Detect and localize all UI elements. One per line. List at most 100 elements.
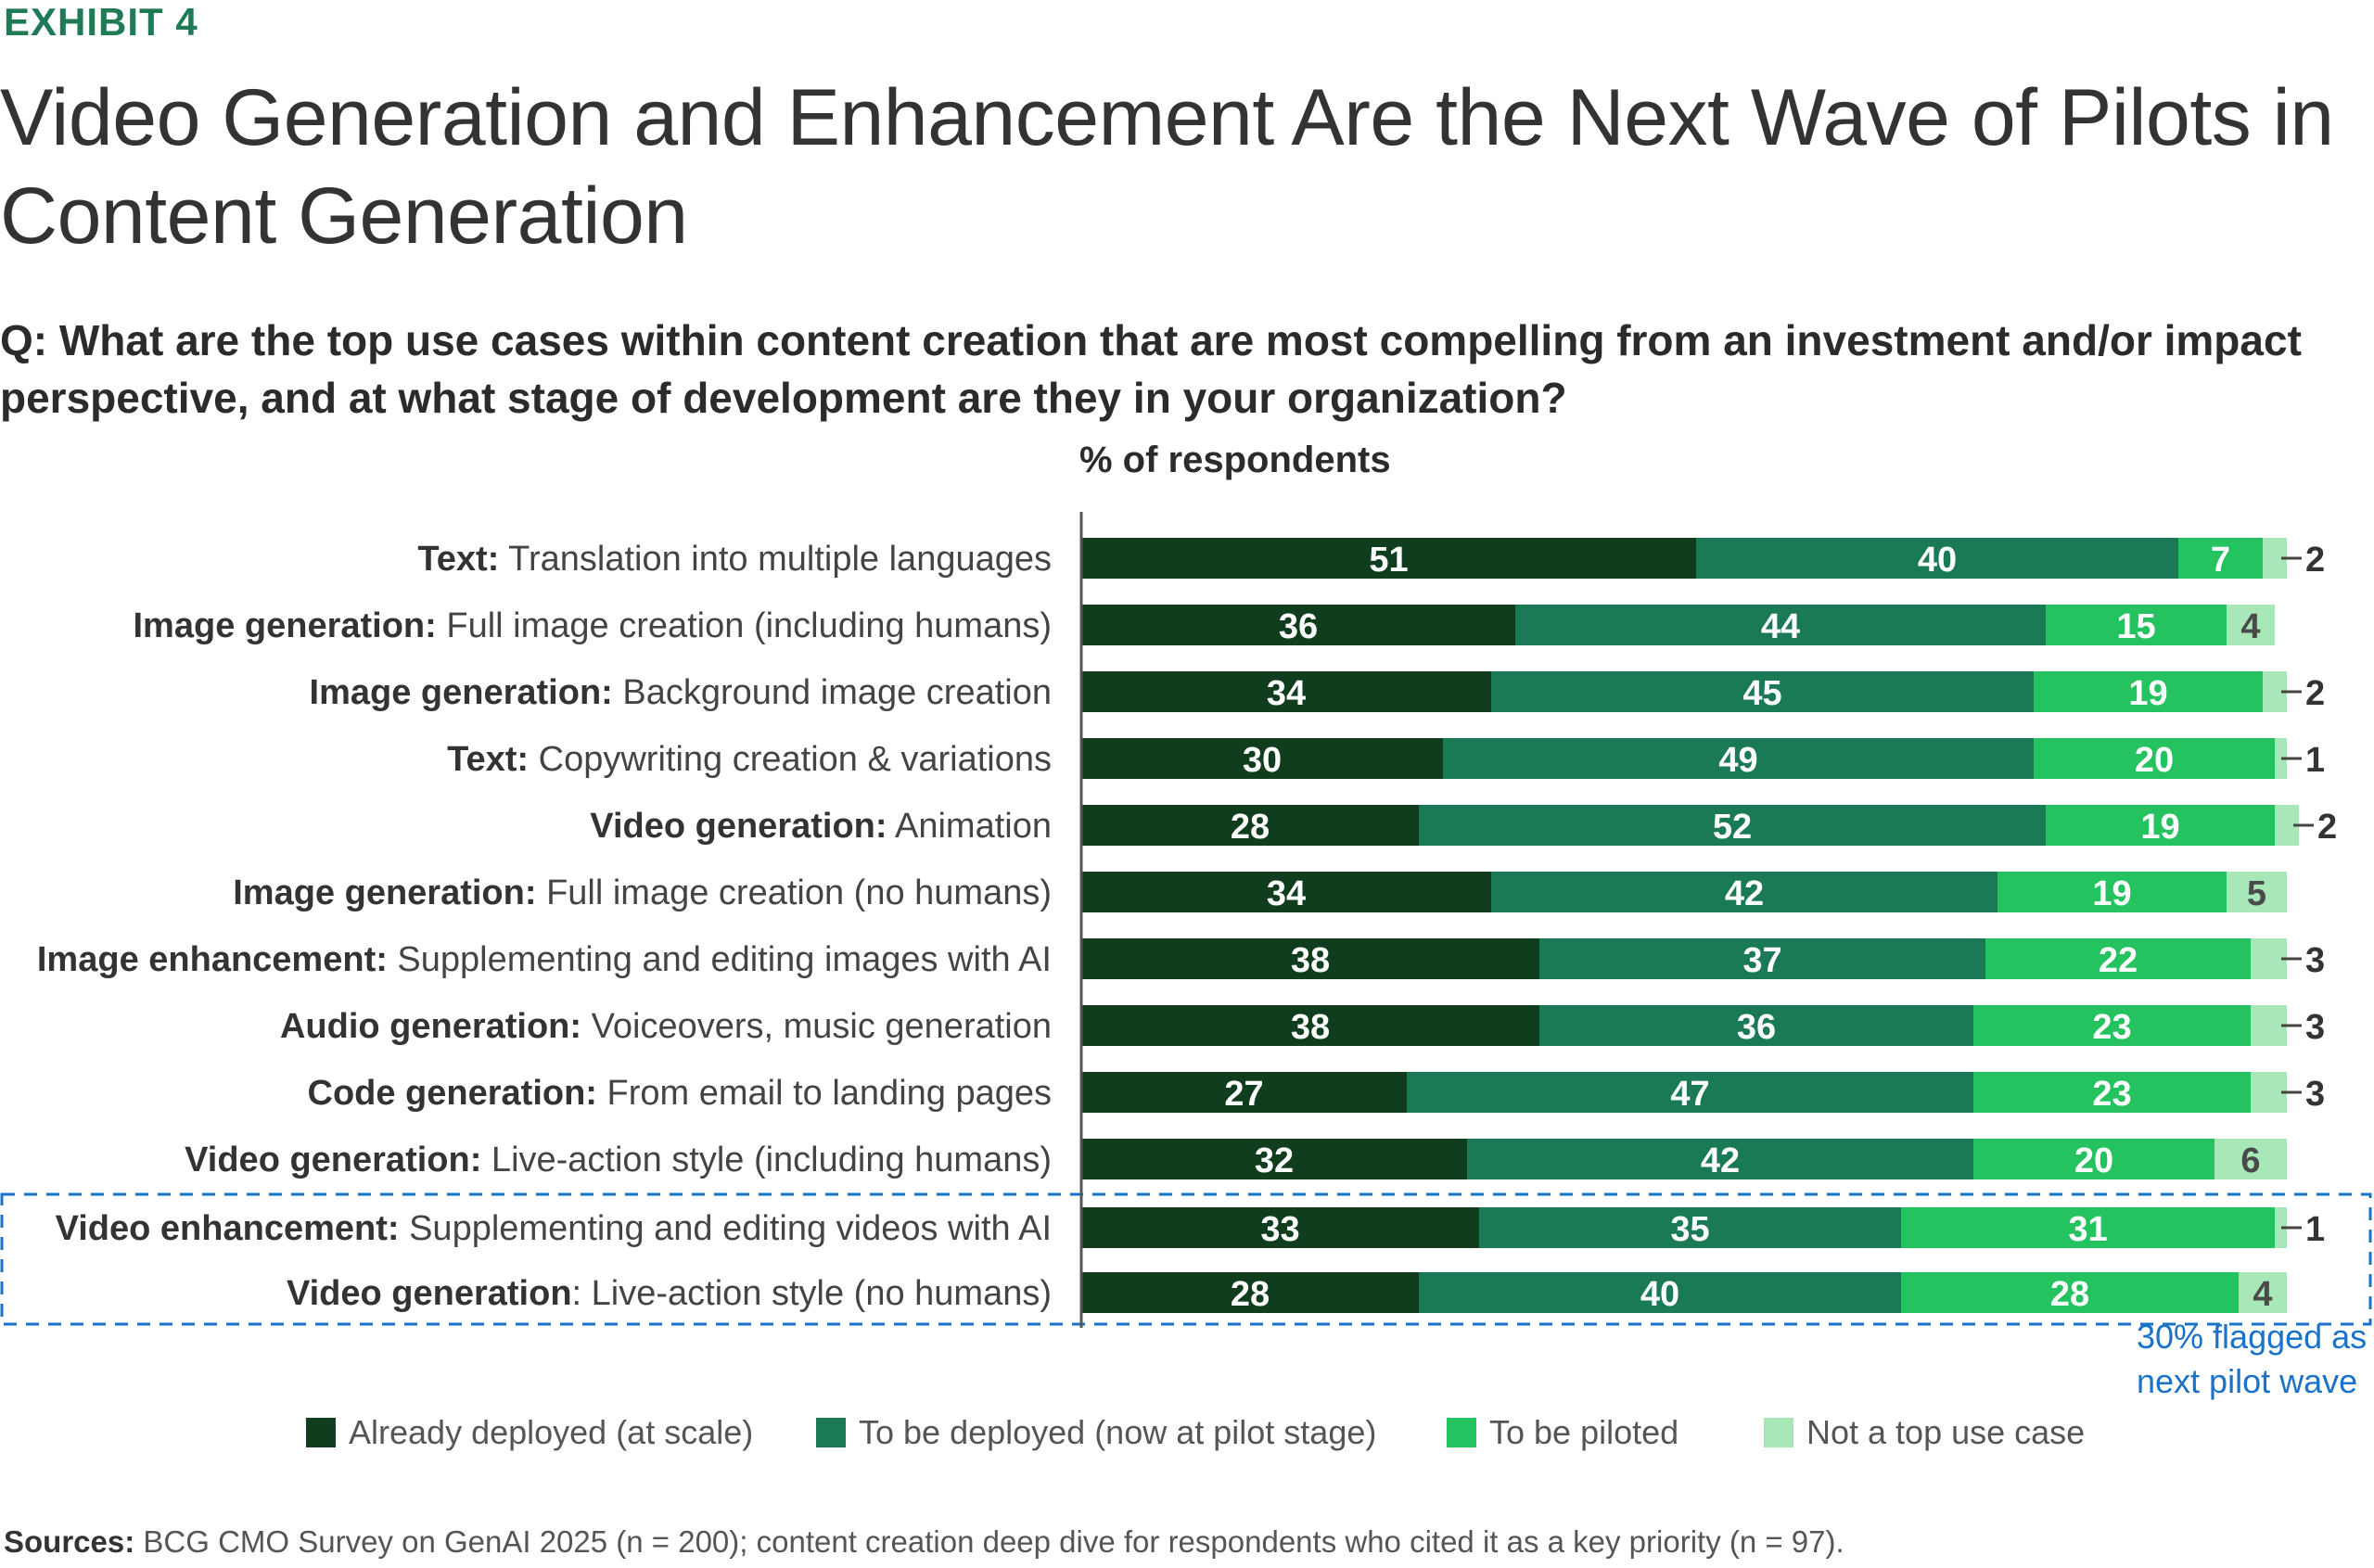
highlight-box	[0, 1192, 2372, 1326]
category-label: Audio generation: Voiceovers, music gene…	[280, 1007, 1052, 1046]
bar-segment	[2275, 738, 2287, 779]
legend: Already deployed (at scale) To be deploy…	[0, 1413, 2374, 1460]
data-label: 49	[1718, 741, 1757, 780]
bar-segment	[1901, 1272, 2239, 1313]
bar-segment	[1081, 805, 1419, 846]
data-label: 38	[1291, 1008, 1330, 1047]
data-label: 42	[1701, 1141, 1740, 1180]
data-label: 28	[1231, 808, 1270, 847]
legend-swatch-to-be-piloted	[1447, 1418, 1476, 1447]
data-label: 37	[1742, 941, 1781, 980]
data-label: 15	[2116, 607, 2155, 646]
data-label: 7	[2211, 541, 2230, 580]
bar-segment	[1985, 938, 2251, 979]
highlight-note-line-2: next pilot wave	[2137, 1362, 2358, 1400]
data-label: 36	[1279, 607, 1318, 646]
bar-segment	[2178, 538, 2263, 579]
data-label: 45	[1742, 674, 1781, 713]
data-label: 40	[1918, 541, 1957, 580]
data-label: 4	[2240, 607, 2260, 646]
bar-segment	[1081, 1272, 1419, 1313]
bar-segment	[2034, 671, 2263, 712]
data-label: 27	[1224, 1075, 1263, 1114]
data-label: 19	[2128, 674, 2167, 713]
category-label: Text: Translation into multiple language…	[417, 540, 1052, 579]
data-label: 33	[1260, 1210, 1299, 1249]
bar-segment	[1491, 671, 2034, 712]
bar-segment	[1515, 605, 2046, 645]
legend-swatch-deployed	[306, 1418, 336, 1447]
exhibit-label: EXHIBIT 4	[4, 0, 198, 44]
legend-label-to-be-piloted: To be piloted	[1489, 1413, 1679, 1451]
data-label: 36	[1737, 1008, 1776, 1047]
bar-segment	[2034, 738, 2275, 779]
data-label: 44	[1761, 607, 1800, 646]
data-label: 19	[2140, 808, 2179, 847]
data-label: 22	[2099, 941, 2138, 980]
data-label: 23	[2092, 1008, 2131, 1047]
bar-segment	[1081, 938, 1539, 979]
bar-segment	[1081, 538, 1696, 579]
data-label: 3	[2305, 1075, 2325, 1114]
legend-label-not-top: Not a top use case	[1806, 1413, 2086, 1451]
bar-segment	[1973, 1005, 2251, 1046]
sources-text: BCG CMO Survey on GenAI 2025 (n = 200); …	[134, 1524, 1844, 1559]
category-label: Video enhancement: Supplementing and edi…	[56, 1209, 1052, 1248]
chart-title: Video Generation and Enhancement Are the…	[0, 73, 2334, 261]
legend-label-deployed: Already deployed (at scale)	[349, 1413, 754, 1451]
data-label: 4	[2253, 1275, 2272, 1314]
bar-segment	[1419, 805, 2046, 846]
legend-swatch-pilot	[816, 1418, 846, 1447]
category-label: Image enhancement: Supplementing and edi…	[37, 940, 1052, 979]
bar-segment	[1081, 605, 1515, 645]
bar-segment	[1539, 938, 1985, 979]
bar-segment	[2251, 1005, 2287, 1046]
data-label: 42	[1725, 874, 1764, 913]
bar-segment	[1407, 1072, 1973, 1113]
bar-segment	[1419, 1272, 1901, 1313]
bar-segment	[1539, 1005, 1973, 1046]
bar-segment	[2046, 605, 2227, 645]
category-label: Image generation: Full image creation (n…	[233, 873, 1052, 912]
data-label: 31	[2068, 1210, 2107, 1249]
bar-segment	[1081, 872, 1491, 912]
bar-segment	[1081, 671, 1491, 712]
legend-item-deployed: Already deployed (at scale)	[306, 1413, 753, 1452]
data-label: 47	[1670, 1075, 1709, 1114]
bar-segment	[2046, 805, 2275, 846]
data-label: 2	[2305, 674, 2325, 713]
data-label: 23	[2092, 1075, 2131, 1114]
bar-segment	[1491, 872, 1997, 912]
bar-segment	[1973, 1139, 2214, 1179]
bar-segment	[1081, 1072, 1407, 1113]
category-label: Text: Copywriting creation & variations	[447, 740, 1052, 779]
bar-segment	[1081, 1139, 1467, 1179]
sources-label: Sources:	[4, 1524, 135, 1559]
highlight-note: 30% flagged as next pilot wave	[2137, 1315, 2367, 1404]
data-label: 20	[2135, 741, 2174, 780]
bar-segment	[2239, 1272, 2287, 1313]
data-label: 3	[2305, 941, 2325, 980]
bar-segment	[1081, 738, 1443, 779]
sources-note: Sources: BCG CMO Survey on GenAI 2025 (n…	[4, 1524, 1844, 1560]
bar-segment	[2275, 1207, 2287, 1248]
bar-segment	[2251, 1072, 2287, 1113]
data-label: 1	[2305, 741, 2325, 780]
bar-segment	[1081, 1207, 1479, 1248]
data-label: 2	[2305, 541, 2325, 580]
bar-segment	[1479, 1207, 1901, 1248]
data-label: 2	[2317, 808, 2337, 847]
bar-segment	[1696, 538, 2178, 579]
data-label: 38	[1291, 941, 1330, 980]
bar-segment	[1443, 738, 2034, 779]
data-label: 6	[2240, 1141, 2260, 1180]
data-label: 3	[2305, 1008, 2325, 1047]
data-label: 1	[2305, 1210, 2325, 1249]
data-label: 28	[1231, 1275, 1270, 1314]
category-label: Video generation: Live-action style (no …	[287, 1274, 1052, 1313]
bar-segment	[2227, 605, 2275, 645]
data-label: 34	[1267, 674, 1306, 713]
bar-segment	[1081, 1005, 1539, 1046]
data-label: 30	[1243, 741, 1282, 780]
legend-item-pilot: To be deployed (now at pilot stage)	[816, 1413, 1376, 1452]
